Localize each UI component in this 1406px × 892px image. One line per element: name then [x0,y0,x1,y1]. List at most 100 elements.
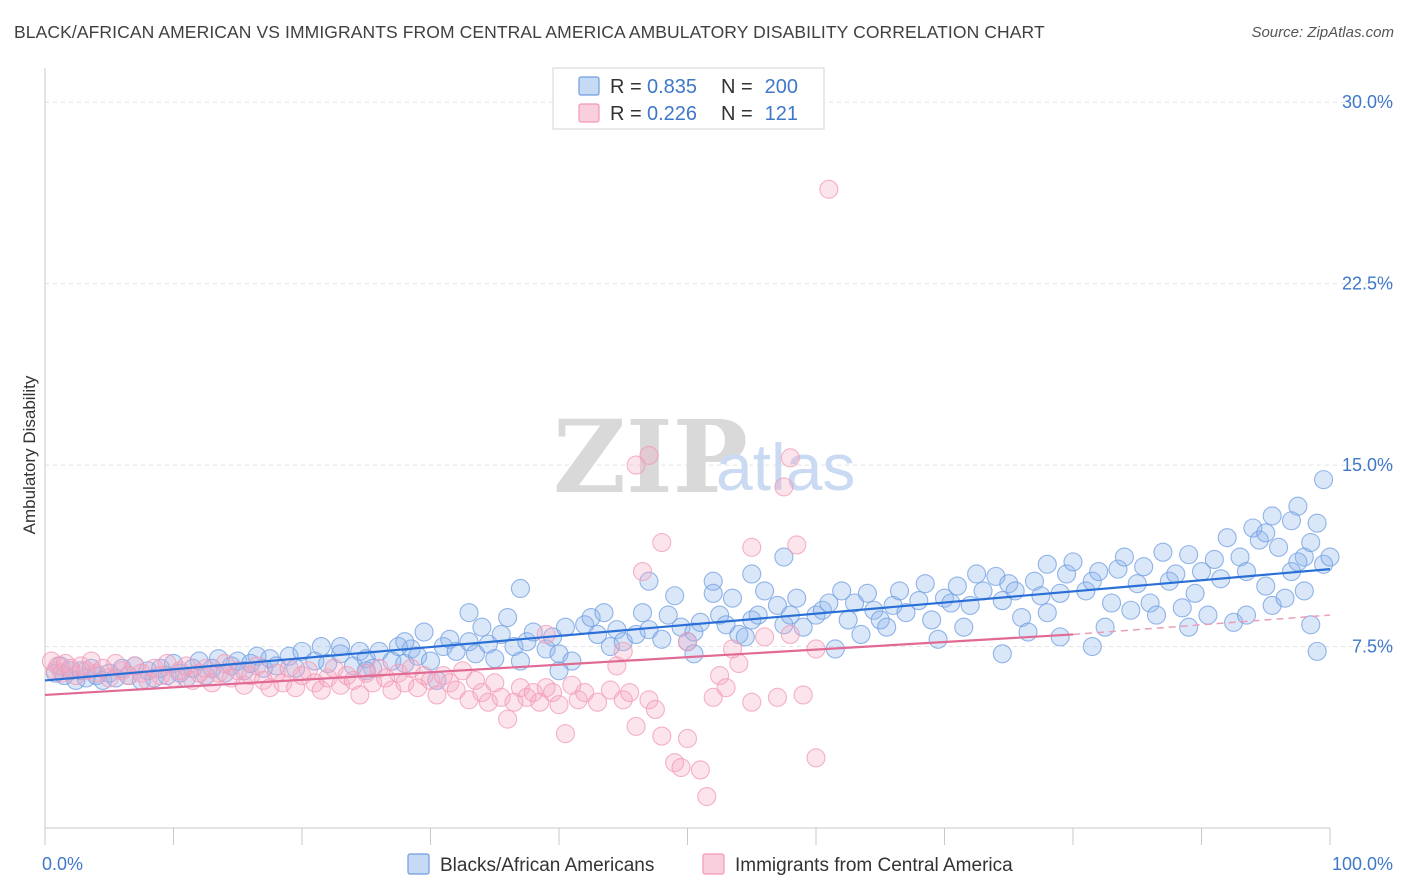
blacks-data-point [632,603,653,623]
blacks-data-point [1102,593,1122,613]
immigrants-data-point [356,663,376,683]
blacks-data-point [1134,557,1154,577]
immigrants-data-point [819,179,839,199]
blacks-data-point [1153,542,1173,562]
immigrants-data-point [645,699,665,720]
blacks-data-point [1288,496,1308,516]
immigrants-data-point [555,724,575,744]
y-tick-labels: 7.5% 15.0% 22.5% 30.0% [1342,92,1393,656]
blacks-data-point [954,617,974,637]
blacks-data-point [1243,518,1263,538]
blacks-data-point [1114,547,1134,567]
blacks-data-point [465,644,486,664]
immigrants-data-point [677,728,698,749]
blacks-data-point [909,591,929,611]
blacks-data-point [1217,528,1237,548]
immigrants-data-point [677,632,698,652]
immigrants-data-point [202,673,222,693]
blacks-data-point [735,627,755,647]
blacks-data-point [1256,523,1276,543]
blacks-data-point [652,629,672,649]
immigrants-data-point [543,682,563,703]
blacks-data-point [1307,513,1327,533]
blacks-data-point [639,571,659,591]
blacks-data-point [896,603,916,623]
blacks-data-point [922,610,942,630]
blacks-data-point [1294,581,1314,601]
legend-n-value-1: 200 [765,76,798,98]
blacks-data-point [684,644,704,664]
immigrants-data-point [716,678,736,698]
legend-top: R = 0.835 N = 200 R = 0.226 N = 121 [552,67,825,130]
blacks-data-point [1089,561,1109,582]
blacks-data-point [555,617,575,637]
immigrants-data-point [806,748,826,768]
blacks-data-point [999,574,1019,594]
blacks-data-point [498,607,518,628]
blacks-data-point [1275,588,1295,608]
immigrants-trend-line [44,633,1074,697]
blacks-data-point [1236,605,1257,625]
blacks-data-point [1301,615,1321,635]
blacks-data-point [510,578,531,599]
immigrants-data-point [523,682,543,703]
blacks-data-point [395,632,415,652]
blacks-data-point [536,639,556,659]
immigrants-data-point [234,675,254,695]
blacks-data-point [1121,600,1141,620]
y-tick-label: 15.0% [1342,455,1393,475]
immigrants-data-point [613,690,633,710]
blacks-data-point [1249,530,1269,550]
blacks-data-point [767,595,788,615]
immigrants-data-point [549,695,569,715]
x-tick-label: 0.0% [42,854,83,874]
blacks-data-point [722,588,743,608]
blacks-data-point [684,622,704,642]
blacks-data-point [1172,598,1192,618]
immigrants-data-point [498,709,518,729]
blacks-data-point [311,636,331,657]
bottom-legend-label-pink: Immigrants from Central America [735,855,1013,876]
bottom-legend-label-blue: Blacks/African Americans [440,855,654,876]
blacks-data-point [292,641,312,661]
legend-n-label-2: N = [721,103,753,125]
watermark-zip: ZIP [553,398,748,516]
blacks-data-point [742,564,762,584]
blacks-data-point [1140,593,1160,613]
legend-r-value-2: 0.226 [647,103,697,125]
legend-n-value-2: 121 [765,103,798,125]
immigrants-data-point [620,682,640,703]
blacks-data-point [1198,605,1218,625]
immigrants-data-point [106,653,126,674]
blacks-data-point [1204,549,1224,570]
immigrants-data-point [575,682,595,703]
blacks-data-point [594,603,614,623]
blacks-data-point [992,644,1012,664]
legend-swatch-pink [578,103,600,123]
y-tick-label: 7.5% [1352,637,1393,657]
immigrants-data-point [632,561,653,582]
blacks-data-point [967,564,987,584]
blacks-data-point [510,651,531,671]
immigrants-data-point [613,641,633,661]
legend-swatch-blue [578,76,600,96]
immigrants-data-point [510,678,531,698]
immigrants-data-point [440,673,460,693]
immigrants-data-point [780,624,800,645]
blacks-data-point [870,610,890,630]
blacks-data-point [658,605,678,625]
blacks-data-point [440,629,460,649]
immigrants-data-point [144,658,164,678]
blacks-data-point [491,624,511,645]
immigrants-data-point [66,666,86,686]
blacks-data-point [1179,545,1199,565]
blacks-data-point [446,641,466,661]
blacks-data-point [472,617,492,637]
blacks-data-point [877,617,897,637]
trend-lines [44,568,1331,697]
y-axis-title: Ambulatory Disability [20,375,39,534]
immigrants-data-point [639,690,659,710]
blacks-data-point [851,624,871,645]
immigrants-data-point [780,448,800,468]
blacks-data-point [915,574,935,594]
